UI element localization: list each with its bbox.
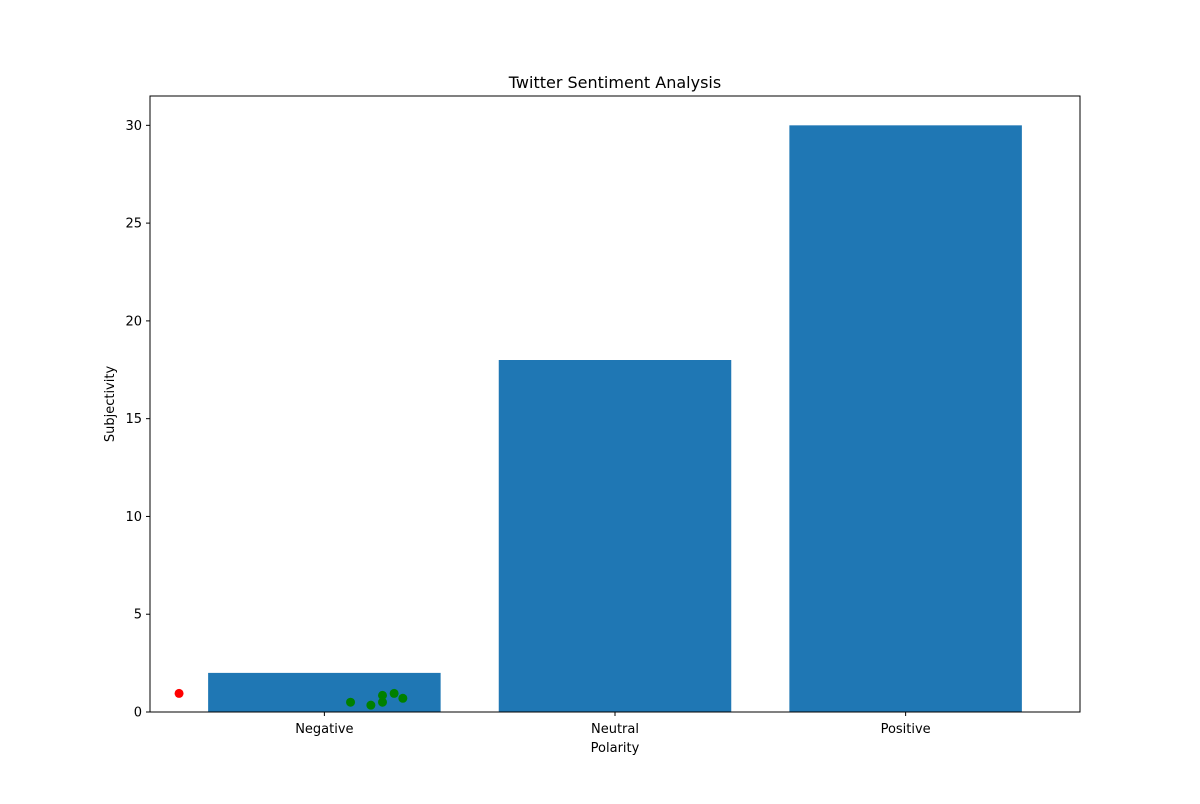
y-tick-label: 20: [125, 314, 142, 329]
y-tick-label: 15: [125, 412, 142, 427]
x-tick-label: Neutral: [591, 722, 639, 737]
bar-negative: [208, 672, 441, 712]
x-axis: Negative Neutral Positive: [295, 712, 931, 737]
scatter-point: [389, 688, 399, 698]
x-axis-label: Polarity: [591, 741, 640, 756]
scatter-point: [366, 700, 376, 710]
bars-group: [208, 125, 1022, 713]
y-axis: 0 5 10 15 20 25 30: [125, 119, 150, 721]
y-tick-label: 5: [134, 608, 142, 623]
scatter-point: [174, 688, 184, 698]
chart-title: Twitter Sentiment Analysis: [508, 73, 721, 92]
bar-neutral: [498, 360, 732, 712]
points-group: [174, 688, 408, 710]
scatter-point: [378, 690, 387, 700]
scatter-point: [346, 697, 356, 707]
y-tick-label: 25: [125, 217, 142, 232]
y-axis-label: Subjectivity: [103, 366, 118, 443]
y-tick-label: 0: [134, 706, 142, 721]
y-tick-label: 10: [125, 510, 142, 525]
y-tick-label: 30: [125, 119, 142, 134]
scatter-point: [398, 693, 408, 703]
x-tick-label: Negative: [295, 722, 353, 737]
scatter-point: [378, 697, 387, 707]
bar-positive: [789, 125, 1022, 713]
x-tick-label: Positive: [881, 722, 931, 737]
